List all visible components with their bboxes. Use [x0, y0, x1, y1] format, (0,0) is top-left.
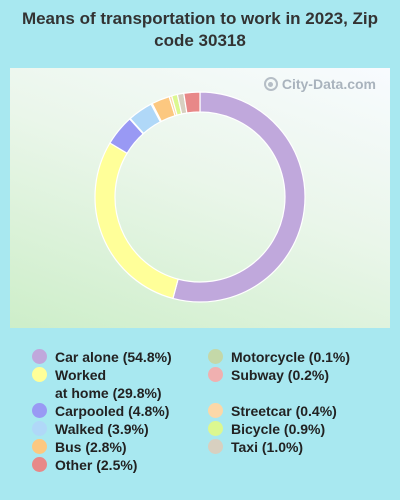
legend-swatch [32, 367, 47, 382]
legend-swatch [208, 349, 223, 364]
legend-swatch [32, 439, 47, 454]
legend-item-walked: Walked (3.9%) [32, 420, 149, 438]
watermark-text: City-Data.com [281, 76, 376, 92]
slice-worked-at-home [94, 142, 179, 300]
legend-label: Bicycle (0.9%) [231, 421, 326, 437]
legend-label: Streetcar (0.4%) [231, 403, 337, 419]
legend-label: Subway (0.2%) [231, 367, 330, 383]
slice-car-alone [172, 91, 306, 303]
legend-item-bus: Bus (2.8%) [32, 438, 127, 456]
legend-item-motorcycle: Motorcycle (0.1%) [208, 348, 350, 366]
legend-label: Other (2.5%) [55, 457, 138, 473]
chart-title: Means of transportation to work in 2023,… [21, 9, 379, 50]
slice-other [183, 91, 201, 114]
legend-swatch [32, 403, 47, 418]
legend-swatch [32, 349, 47, 364]
watermark-icon [263, 77, 278, 91]
legend-swatch [208, 421, 223, 436]
legend-swatch [208, 367, 223, 382]
legend-item-other: Other (2.5%) [32, 456, 137, 474]
legend-item-worked-at-home: Worked at home (29.8%) [32, 366, 162, 402]
legend-label: Walked (3.9%) [55, 421, 149, 437]
legend-swatch [208, 439, 223, 454]
legend-label: Taxi (1.0%) [231, 439, 304, 455]
legend-item-streetcar: Streetcar (0.4%) [208, 402, 337, 420]
legend-label: Car alone (54.8%) [55, 349, 172, 365]
legend-swatch [32, 421, 47, 436]
donut-chart [94, 91, 306, 303]
legend-label: Worked at home (29.8%) [55, 367, 162, 401]
legend-item-car-alone: Car alone (54.8%) [32, 348, 172, 366]
legend-item-subway: Subway (0.2%) [208, 366, 329, 384]
legend-swatch [32, 457, 47, 472]
legend-label: Carpooled (4.8%) [55, 403, 170, 419]
watermark: City-Data.com [263, 76, 376, 92]
legend-item-taxi: Taxi (1.0%) [208, 438, 303, 456]
legend-label: Motorcycle (0.1%) [231, 349, 351, 365]
legend: Car alone (54.8%) Worked at home (29.8%) C… [0, 344, 400, 494]
legend-swatch [208, 403, 223, 418]
legend-item-carpooled: Carpooled (4.8%) [32, 402, 169, 420]
legend-label: Bus (2.8%) [55, 439, 127, 455]
legend-item-bicycle: Bicycle (0.9%) [208, 420, 325, 438]
